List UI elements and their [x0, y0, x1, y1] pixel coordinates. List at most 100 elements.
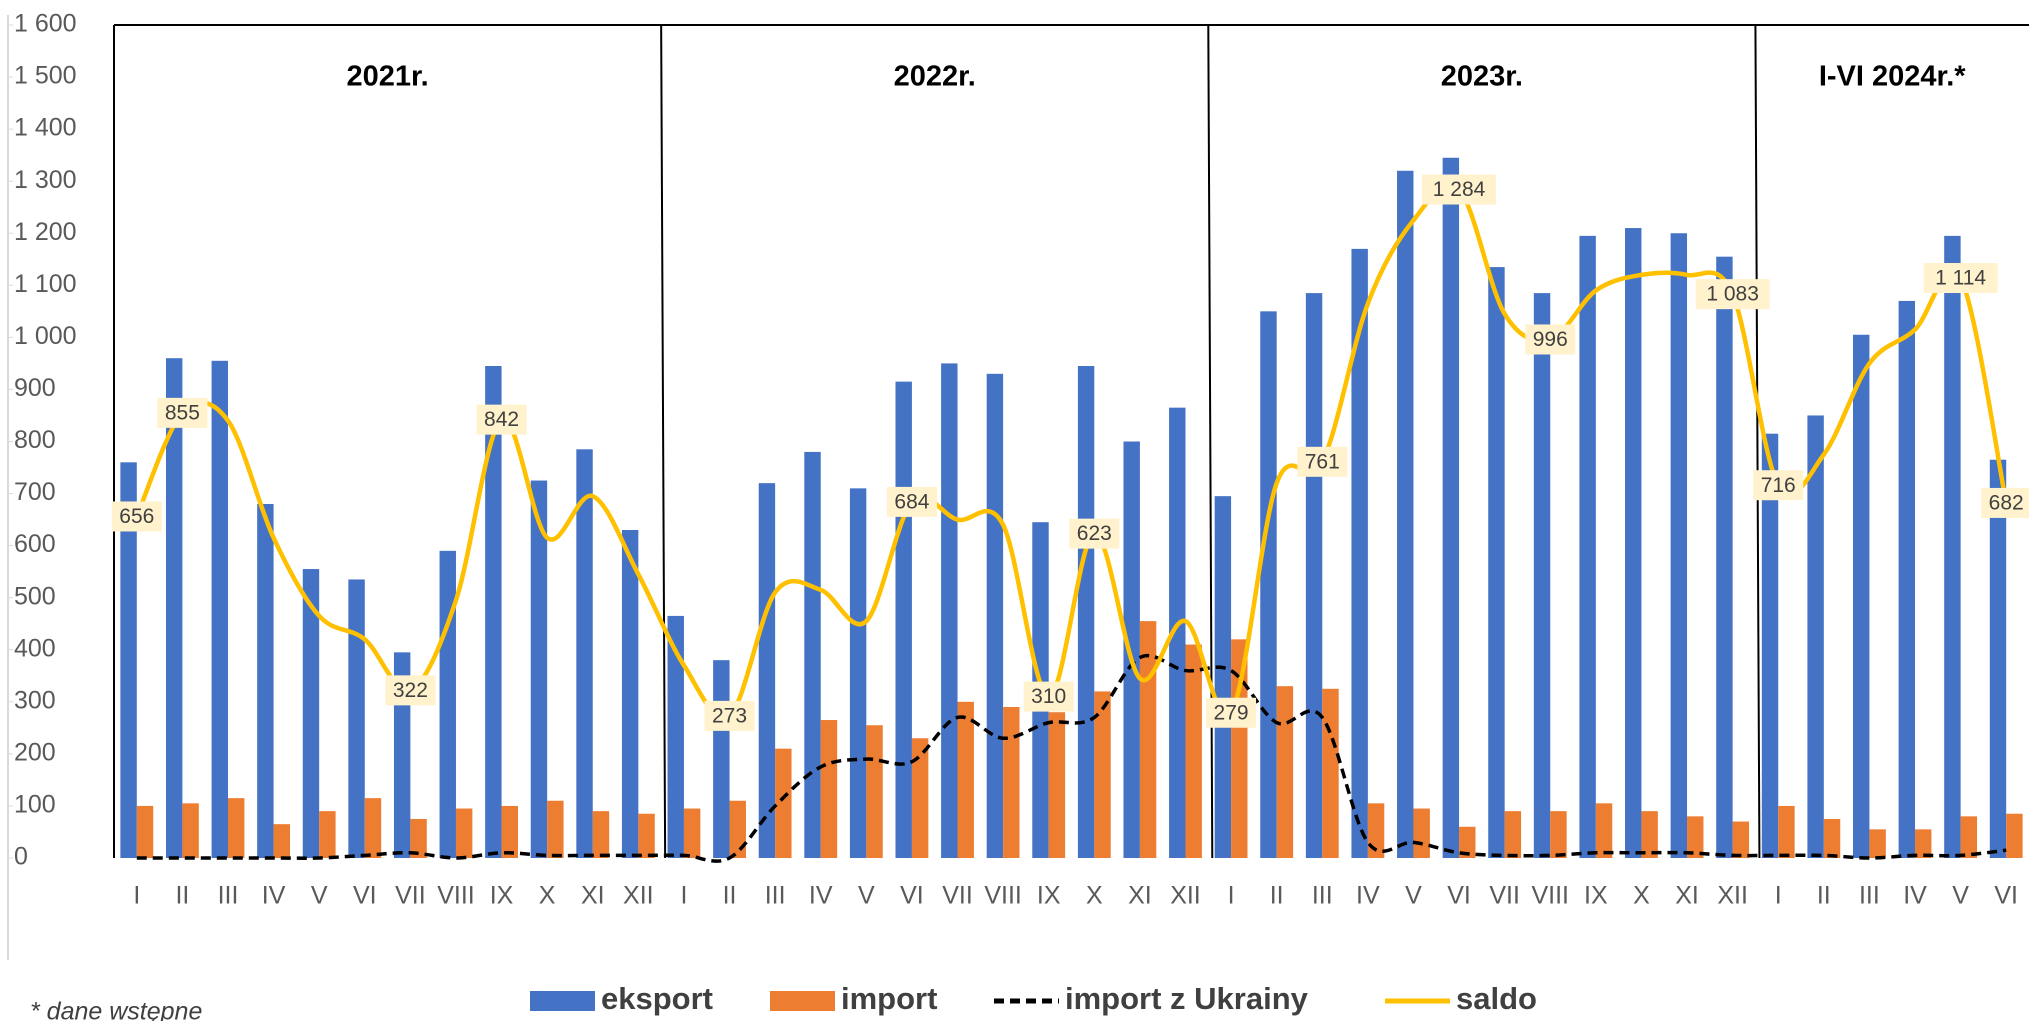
bar [775, 748, 792, 858]
x-tick-label: II [723, 882, 737, 910]
x-tick-label: V [311, 882, 328, 910]
bar [302, 569, 320, 858]
period-label: I-VI 2024r.* [1819, 61, 1966, 93]
bar [1989, 459, 2007, 858]
x-tick-label: I [680, 882, 687, 910]
period-label: 2023r. [1441, 61, 1523, 93]
data-label-text: 273 [712, 704, 747, 727]
y-tick-label: 1 600 [14, 10, 77, 38]
y-tick-label: 1 500 [14, 62, 77, 90]
x-tick-label: XII [623, 882, 654, 910]
y-tick-label: 1 100 [14, 270, 77, 298]
data-label: 855 [157, 397, 208, 428]
period-separator [660, 24, 667, 859]
data-label: 1 284 [1422, 174, 1497, 205]
bar [227, 798, 245, 858]
x-tick-label: III [1859, 882, 1880, 910]
bar [621, 530, 639, 858]
x-tick-label: IX [490, 882, 514, 910]
x-tick-label: IV [1356, 882, 1380, 910]
data-label-box [476, 404, 527, 435]
bar [957, 701, 974, 858]
bar [319, 811, 336, 858]
x-tick-label: V [1405, 882, 1422, 910]
bar [683, 808, 701, 858]
bar [165, 358, 183, 858]
x-tick-label: VIII [1531, 882, 1569, 910]
bar [501, 805, 518, 858]
bar [1077, 366, 1095, 858]
bar [1504, 811, 1522, 858]
bar [2006, 813, 2023, 858]
bar [1003, 707, 1020, 858]
data-label: 842 [476, 404, 527, 435]
bar [576, 449, 593, 858]
bar [1214, 496, 1232, 858]
x-tick-label: II [175, 882, 189, 910]
data-label-text: 656 [119, 505, 154, 528]
data-label-box [704, 700, 755, 731]
y-tick-label: 300 [14, 686, 56, 714]
bar [1595, 803, 1613, 858]
x-tick-label: V [1952, 882, 1969, 910]
y-tick-label: 100 [14, 791, 56, 819]
bar [1550, 811, 1567, 858]
y-tick-label: 600 [14, 530, 56, 558]
data-label: 682 [1981, 487, 2029, 518]
bar [1625, 228, 1642, 858]
x-tick-label: II [1817, 882, 1831, 910]
bar [257, 503, 274, 858]
x-tick-label: VI [900, 882, 924, 910]
data-label-text: 1 114 [1935, 267, 1986, 290]
bar [1397, 170, 1414, 858]
data-label-text: 682 [1989, 491, 2024, 514]
bar [804, 451, 821, 858]
x-tick-label: XII [1170, 882, 1201, 910]
data-label: 656 [111, 501, 162, 532]
bar [1778, 805, 1795, 858]
bar [911, 738, 929, 858]
bar [1687, 816, 1704, 858]
x-tick-label: VII [1489, 882, 1520, 910]
x-tick-label: IX [1037, 882, 1061, 910]
bar [1123, 441, 1140, 858]
bar [1185, 644, 1202, 858]
bar [439, 550, 456, 858]
legend-label: saldo [1456, 981, 1537, 1016]
period-separator [1754, 24, 1761, 859]
legend-label: import [841, 981, 937, 1016]
data-label-box [1023, 681, 1074, 712]
bar [1413, 808, 1430, 858]
bar [1761, 433, 1779, 858]
data-label-text: 1 284 [1433, 178, 1486, 201]
x-tick-label: VI [1447, 882, 1471, 910]
data-label: 623 [1069, 518, 1120, 549]
bar [986, 373, 1004, 858]
x-tick-label: X [1633, 882, 1650, 910]
bar [1898, 300, 1916, 858]
period-label: 2022r. [894, 61, 976, 93]
x-tick-label: VI [1994, 882, 2018, 910]
bar [1260, 311, 1277, 858]
bar [211, 360, 228, 858]
bar [1169, 407, 1186, 858]
data-label: 322 [385, 675, 436, 706]
bar [638, 813, 655, 858]
bar [364, 798, 382, 858]
x-tick-label: VIII [437, 882, 475, 910]
y-tick-label: 1 400 [14, 114, 77, 142]
bar [941, 363, 958, 858]
data-label-box [1695, 279, 1770, 310]
bar [667, 615, 684, 858]
bar [1869, 829, 1886, 858]
data-label-box [1297, 446, 1348, 477]
bar [1094, 691, 1111, 858]
x-tick-label: XI [581, 882, 605, 910]
bar [1442, 157, 1460, 858]
bar [592, 811, 610, 858]
data-label-box [111, 501, 162, 532]
data-label: 310 [1023, 681, 1074, 712]
data-label: 761 [1297, 446, 1348, 477]
bar [1488, 267, 1505, 858]
